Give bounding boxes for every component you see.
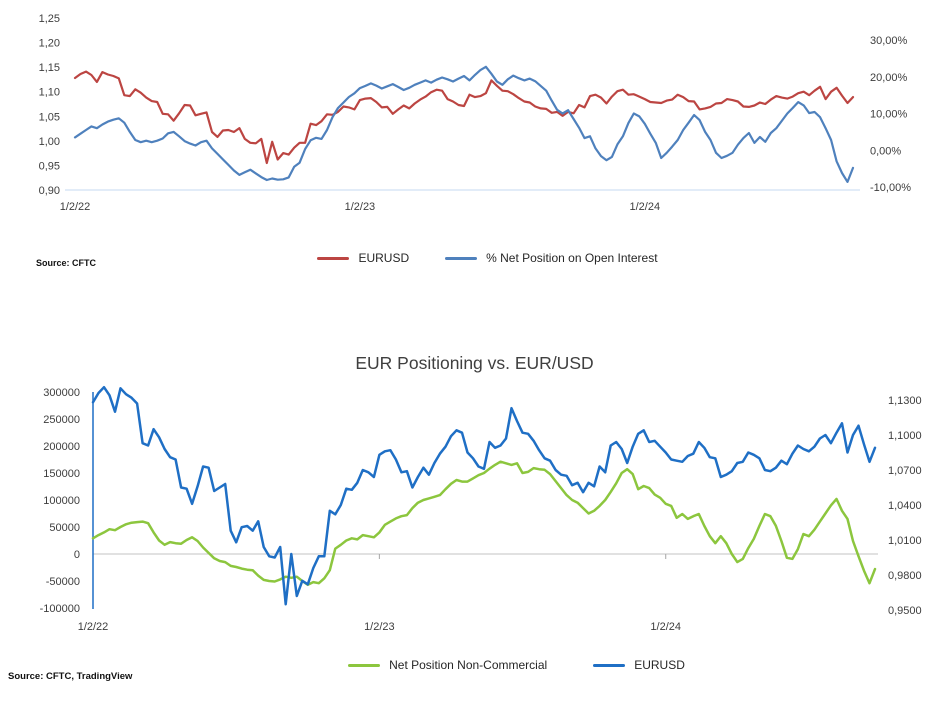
eurusd-line-swatch xyxy=(593,663,626,667)
bottom-chart: 300000 250000 200000 150000 100000 50000 0 -500… xyxy=(40,385,922,633)
top-x-axis-labels: 1/2/22 1/2/23 1/2/24 xyxy=(60,201,660,213)
x-axis-tick-label: 1/2/22 xyxy=(78,621,109,633)
x-axis-tick-label: 1/2/23 xyxy=(345,201,376,213)
legend-item: EURUSD xyxy=(593,658,685,672)
left-axis-tick-label: 1,00 xyxy=(39,136,60,148)
right-axis-tick-label: 20,00% xyxy=(870,72,908,84)
net-position-line-swatch xyxy=(348,663,381,667)
right-axis-tick-label: 0,9500 xyxy=(888,605,922,617)
left-axis-tick-label: 250000 xyxy=(43,414,80,426)
right-axis-tick-label: 0,00% xyxy=(870,145,901,157)
left-axis-tick-label: -50000 xyxy=(46,576,80,588)
right-axis-tick-label: 1,0400 xyxy=(888,500,922,512)
legend-item: EURUSD xyxy=(317,251,409,265)
left-axis-tick-label: 100000 xyxy=(43,495,80,507)
left-axis-tick-label: 0,90 xyxy=(39,185,60,197)
left-axis-tick-label: 150000 xyxy=(43,468,80,480)
left-axis-tick-label: 1,05 xyxy=(39,111,60,123)
bottom-chart-title: EUR Positioning vs. EUR/USD xyxy=(355,353,594,373)
left-axis-tick-label: 1,20 xyxy=(39,38,60,50)
left-axis-tick-label: 1,15 xyxy=(39,62,60,74)
top-chart-legend: EURUSD % Net Position on Open Interest xyxy=(13,251,949,265)
right-axis-tick-label: 1,0700 xyxy=(888,465,922,477)
left-axis-tick-label: 200000 xyxy=(43,441,80,453)
left-axis-tick-label: 1,25 xyxy=(39,13,60,25)
right-axis-tick-label: -10,00% xyxy=(870,182,911,194)
bottom-chart-source: Source: CFTC, TradingView xyxy=(8,671,133,682)
bottom-chart-legend: Net Position Non-Commercial EURUSD xyxy=(42,658,949,672)
right-axis-tick-label: 0,9800 xyxy=(888,570,922,582)
right-axis-tick-label: 30,00% xyxy=(870,35,908,47)
legend-label: EURUSD xyxy=(358,251,410,265)
right-axis-tick-label: 1,1300 xyxy=(888,395,922,407)
left-axis-tick-label: 0 xyxy=(74,549,80,561)
net-position-pct-line-swatch xyxy=(445,256,478,260)
x-axis-tick-label: 1/2/23 xyxy=(364,621,395,633)
left-axis-tick-label: 0,95 xyxy=(39,160,60,172)
bottom-x-axis-labels: 1/2/22 1/2/23 1/2/24 xyxy=(78,621,681,633)
legend-label: % Net Position on Open Interest xyxy=(486,251,658,265)
top-left-axis-labels: 1,25 1,20 1,15 1,10 1,05 1,00 0,95 0,90 xyxy=(39,13,60,197)
right-axis-tick-label: 1,0100 xyxy=(888,535,922,547)
bottom-right-axis-labels: 1,1300 1,1000 1,0700 1,0400 1,0100 0,9800 0,95… xyxy=(888,395,922,617)
left-axis-tick-label: 300000 xyxy=(43,387,80,399)
legend-label: EURUSD xyxy=(634,658,685,672)
top-right-axis-labels: 30,00% 20,00% 10,00% 0,00% -10,00% xyxy=(870,35,911,194)
legend-label: Net Position Non-Commercial xyxy=(389,658,548,672)
left-axis-tick-label: -100000 xyxy=(40,603,80,615)
x-axis-tick-label: 1/2/22 xyxy=(60,201,91,213)
left-axis-tick-label: 1,10 xyxy=(39,87,60,99)
x-axis-tick-label: 1/2/24 xyxy=(650,621,681,633)
x-axis-tick-label: 1/2/24 xyxy=(630,201,661,213)
left-axis-tick-label: 50000 xyxy=(49,522,80,534)
bottom-net-position-non-commercial-line xyxy=(91,460,877,587)
eurusd-line-swatch xyxy=(317,256,350,260)
legend-item: Net Position Non-Commercial xyxy=(348,658,547,672)
top-chart-source: Source: CFTC xyxy=(36,258,97,268)
legend-item: % Net Position on Open Interest xyxy=(445,251,658,265)
top-net-position-on-open-interest-line xyxy=(73,65,855,183)
bottom-eurusd-line xyxy=(91,385,877,606)
top-eurusd-line xyxy=(73,70,855,165)
top-chart: 1,25 1,20 1,15 1,10 1,05 1,00 0,95 0,90 30,00% 20… xyxy=(39,13,912,213)
bottom-left-axis-labels: 300000 250000 200000 150000 100000 50000 0 -500… xyxy=(40,387,80,615)
right-axis-tick-label: 10,00% xyxy=(870,109,908,121)
right-axis-tick-label: 1,1000 xyxy=(888,430,922,442)
